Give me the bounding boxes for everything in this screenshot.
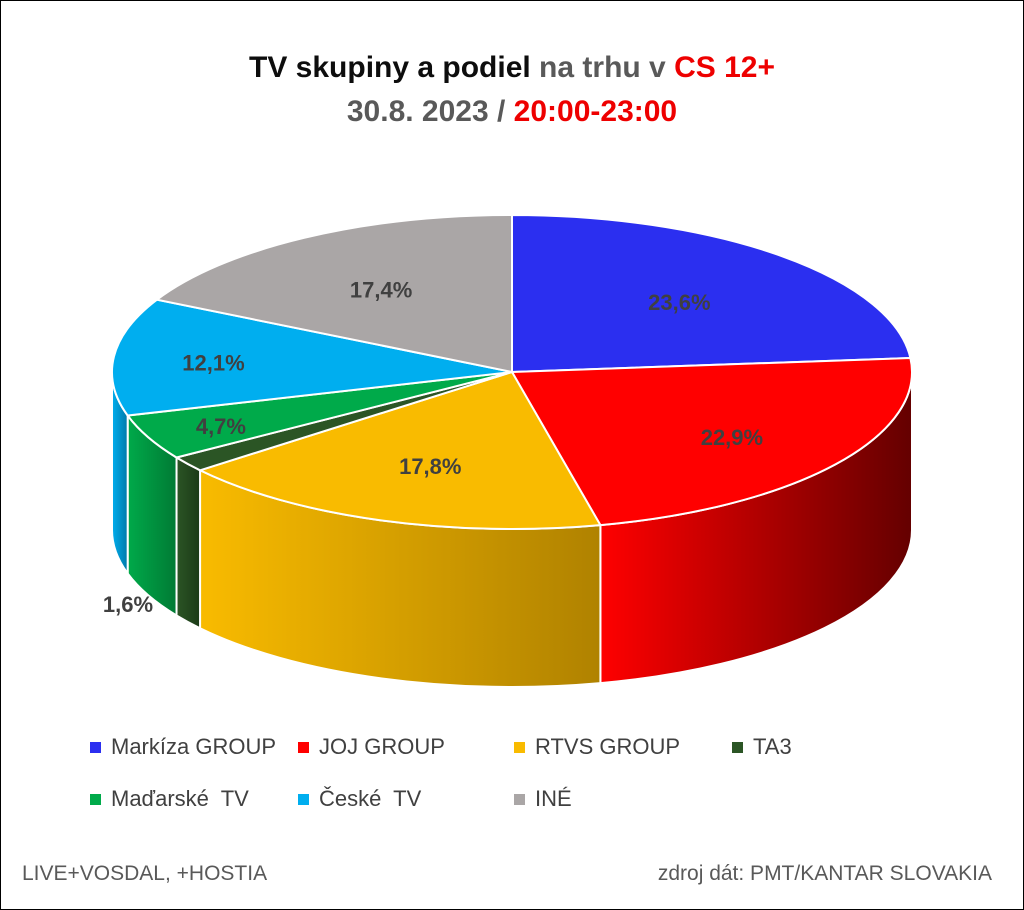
slice-rtvs-group bbox=[197, 370, 603, 530]
data-label-markiza-group: 23,6% bbox=[648, 290, 710, 315]
chart-title-line2: 30.8. 2023 / 20:00-23:00 bbox=[0, 94, 1024, 130]
title-part-target: CS 12+ bbox=[674, 51, 775, 84]
slice-joj-group bbox=[510, 356, 913, 527]
footer-source: zdroj dát: PMT/KANTAR SLOVAKIA bbox=[657, 862, 992, 885]
footer-note: LIVE+VOSDAL, +HOSTIA bbox=[22, 862, 268, 885]
title-part-date: 30.8. 2023 / bbox=[346, 95, 514, 128]
data-label-joj-group: 22,9% bbox=[701, 425, 763, 450]
slice-markiza-group bbox=[511, 213, 912, 374]
data-label-ceske-tv: 12,1% bbox=[182, 350, 244, 375]
pie-data-labels: 23,6% 22,9% 17,8% 1,6% 4,7% 12,1% 17,4% bbox=[103, 277, 763, 617]
data-label-ine: 17,4% bbox=[350, 277, 412, 302]
side-ta3 bbox=[175, 455, 202, 630]
data-label-rtvs-group: 17,8% bbox=[399, 454, 461, 479]
title-part-groups: TV skupiny a podiel bbox=[249, 51, 531, 84]
slice-ceske-tv bbox=[111, 298, 513, 417]
pie-slices bbox=[111, 213, 913, 530]
chart-title-line1: TV skupiny a podiel na trhu v CS 12+ bbox=[0, 50, 1024, 86]
slice-ine bbox=[154, 213, 513, 374]
data-label-madarske-tv: 4,7% bbox=[196, 414, 246, 439]
data-label-ta3: 1,6% bbox=[103, 592, 153, 617]
title-part-time: 20:00-23:00 bbox=[513, 95, 678, 128]
title-part-market: na trhu v bbox=[530, 51, 675, 84]
